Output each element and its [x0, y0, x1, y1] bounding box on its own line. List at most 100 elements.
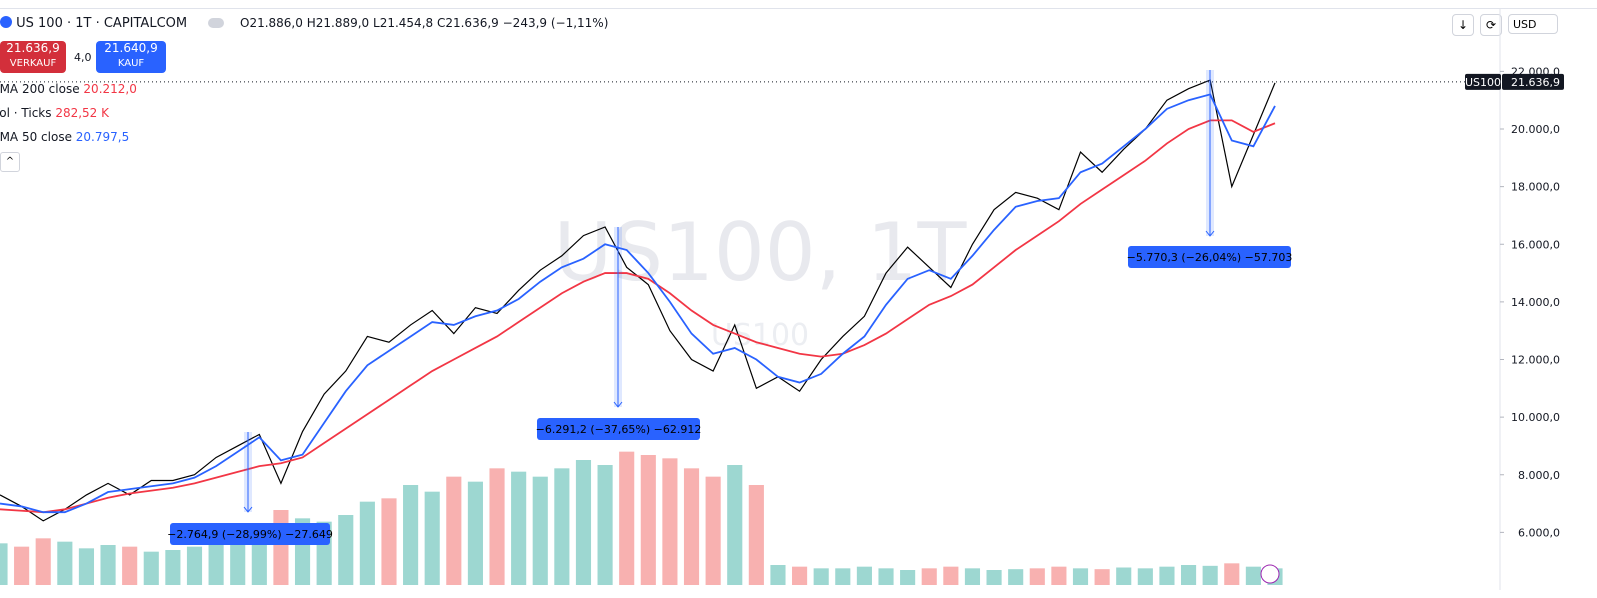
indicator[interactable]: Vol · Ticks 282,52 K	[0, 106, 109, 120]
volume-bar	[900, 570, 916, 585]
measure-label: −2.764,9 (−28,99%) −27.649	[167, 528, 333, 541]
volume-bar	[446, 476, 462, 585]
buy-price: 21.640,9	[104, 41, 158, 55]
download-button[interactable]: ↓	[1452, 14, 1474, 36]
volume-bar	[1029, 568, 1045, 585]
volume-bar	[705, 476, 721, 585]
indicator-value: 20.212,0	[83, 82, 137, 96]
price-line	[0, 93, 1276, 514]
low: L21.454,8	[373, 16, 434, 30]
volume-bar	[273, 510, 289, 585]
volume-bar	[1094, 569, 1110, 585]
change: −243,9 (−1,11%)	[502, 16, 609, 30]
volume-bar	[57, 541, 73, 585]
y-tick-label: 10.000,0	[1511, 411, 1560, 424]
volume-bar	[78, 548, 95, 585]
volume-bar	[0, 543, 8, 585]
y-tick-label: 16.000,0	[1511, 238, 1560, 251]
indicator[interactable]: EMA 200 close 20.212,0	[0, 82, 137, 96]
sell-button[interactable]: 21.636,9 VERKAUF	[0, 41, 66, 73]
measure-box	[537, 418, 700, 440]
volume-bar	[1137, 568, 1153, 585]
volume-bar	[14, 546, 30, 585]
last-price-label: 21.636,9	[1511, 76, 1560, 89]
watermark: US100, 1T	[554, 206, 968, 299]
measure-arrowhead	[613, 401, 623, 408]
volume-bar	[100, 545, 116, 585]
symbol-tag	[1465, 73, 1501, 90]
sell-label: VERKAUF	[9, 58, 57, 69]
last-price-tag	[1502, 73, 1564, 90]
volume-bar	[1116, 567, 1132, 585]
volume-bar	[1267, 568, 1283, 585]
top-bar	[0, 0, 1597, 9]
measure-box	[1128, 246, 1291, 268]
volume-bar	[921, 568, 937, 585]
measure-box	[170, 523, 330, 545]
volume-bar	[813, 568, 829, 585]
indicator-value: 20.797,5	[75, 130, 130, 144]
symbol[interactable]: US 100 · 1T · CAPITALCOM	[0, 16, 187, 31]
spread: 4,0	[74, 51, 92, 64]
volume-bar	[35, 538, 51, 585]
measure-range	[244, 432, 252, 512]
volume-bar	[683, 468, 700, 585]
y-tick-label: 14.000,0	[1511, 296, 1560, 309]
y-tick-label: 22.000,0	[1511, 65, 1560, 78]
volume-bar	[424, 491, 440, 585]
buy-button[interactable]: 21.640,9 KAUF	[96, 41, 166, 73]
ohlc: O21.886,0 H21.889,0 L21.454,8 C21.636,9 …	[240, 16, 608, 30]
indicator-name: EMA 200 close	[0, 82, 80, 96]
volume-bar	[294, 518, 311, 585]
y-tick-label: 20.000,0	[1511, 123, 1560, 136]
volume-bar	[878, 568, 894, 585]
y-tick-label: 6.000,0	[1518, 526, 1560, 539]
high: H21.889,0	[306, 16, 370, 30]
volume-bar	[770, 565, 786, 585]
volume-bar	[835, 568, 851, 585]
indicator-value: 282,52 K	[55, 106, 109, 120]
indicator-name: Vol · Ticks	[0, 106, 52, 120]
volume-bar	[792, 566, 808, 585]
collapse-button[interactable]: ^	[0, 152, 20, 172]
volume-bar	[1008, 569, 1024, 585]
volume-bar	[489, 468, 505, 585]
volume-bar	[467, 481, 483, 585]
measure-arrowhead	[1205, 230, 1215, 237]
volume-bar	[1072, 568, 1089, 585]
y-tick-label: 18.000,0	[1511, 181, 1560, 194]
volume-bar	[359, 501, 375, 585]
refresh-button[interactable]: ⟳	[1480, 14, 1502, 36]
volume-bar	[186, 546, 203, 585]
volume-bar	[1202, 565, 1218, 585]
volume-bar	[1159, 566, 1175, 585]
sell-price: 21.636,9	[6, 41, 60, 55]
volume-bar	[1224, 563, 1240, 585]
volume-bar	[316, 521, 332, 585]
replay-icon	[1260, 564, 1280, 584]
volume-bar	[338, 515, 354, 585]
volume-bar	[662, 458, 678, 585]
status-pill	[208, 18, 224, 28]
volume-bar	[943, 566, 959, 585]
measure-range	[1206, 70, 1214, 236]
indicator[interactable]: EMA 50 close 20.797,5	[0, 130, 129, 144]
volume-bar	[143, 551, 159, 585]
volume-bar	[122, 546, 138, 585]
volume-bar	[208, 541, 224, 585]
currency-select[interactable]: USD	[1508, 14, 1558, 34]
volume-bar	[597, 465, 613, 585]
volume-bar	[251, 526, 267, 585]
price-line	[0, 119, 1276, 514]
buy-label: KAUF	[117, 58, 145, 69]
volume-bar	[856, 566, 872, 585]
volume-bar	[748, 485, 764, 585]
volume-bar	[403, 485, 419, 585]
price-line	[0, 79, 1276, 522]
volume-bar	[230, 535, 246, 585]
close: C21.636,9	[436, 16, 499, 30]
volume-bar	[381, 498, 397, 585]
volume-bar	[554, 468, 570, 585]
